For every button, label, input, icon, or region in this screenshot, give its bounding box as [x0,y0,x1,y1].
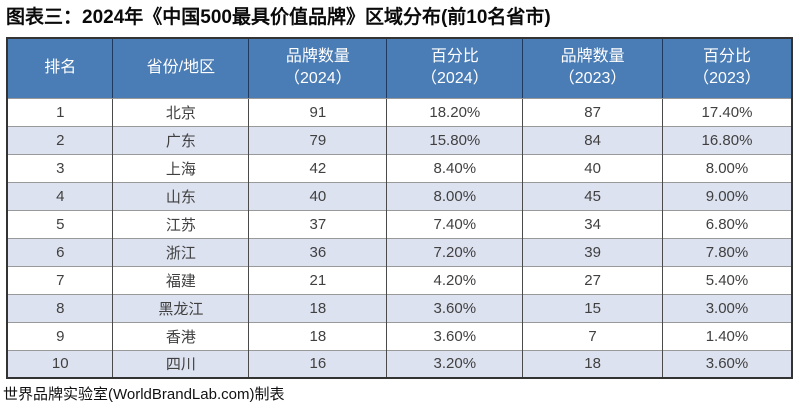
header-label: （2024） [284,70,352,88]
table-cell: 浙江 [112,237,249,266]
table-cell: 4 [7,181,113,210]
table-cell: 1 [7,98,113,126]
table-cell: 27 [522,265,663,294]
table-cell: 四川 [112,349,249,378]
table-cell: 香港 [112,321,249,350]
table-row: 9 香港 18 3.60% 7 1.40% [7,321,792,350]
table-cell: 18 [248,321,387,350]
table-cell: 江苏 [112,209,249,238]
table-cell: 15.80% [386,125,523,154]
table-cell: 福建 [112,265,249,294]
table-body: 1 北京 91 18.20% 87 17.40% 2 广东 79 15.80% 84 16.80% 3 上… [7,98,792,378]
table-cell: 山东 [112,181,249,210]
table-cell: 40 [248,181,387,210]
table-cell: 39 [522,237,663,266]
header-cell: 品牌数量 （2024） [248,38,387,99]
table-row: 3 上海 42 8.40% 40 8.00% [7,153,792,182]
table-cell: 7.40% [386,209,523,238]
header-cell: 排名 [7,38,113,99]
table-cell: 3.00% [661,293,792,322]
table-cell: 6 [7,237,113,266]
table-cell: 6.80% [661,209,792,238]
table-row: 8 黑龙江 18 3.60% 15 3.00% [7,293,792,322]
header-label: 品牌数量 [285,48,350,66]
table-cell: 8.40% [386,153,523,182]
table-cell: 3.60% [661,349,792,378]
table-cell: 7.20% [386,237,523,266]
header-label: 百分比 [702,48,751,66]
table-cell: 79 [248,125,387,154]
brand-rank-table: 排名 省份/地区 品牌数量 （2024） 百分比 （2024） 品牌数量 （2023） 百分比 （… [6,37,793,379]
table-cell: 2 [7,125,113,154]
table-cell: 21 [248,265,387,294]
header-cell: 品牌数量 （2023） [522,38,663,99]
header-cell: 百分比 （2023） [661,38,792,99]
table-cell: 4.20% [386,265,523,294]
table-cell: 42 [248,153,387,182]
table-cell: 黑龙江 [112,293,249,322]
header-label: 百分比 [430,48,479,66]
table-header: 排名 省份/地区 品牌数量 （2024） 百分比 （2024） 品牌数量 （2023） 百分比 （… [7,38,792,99]
table-cell: 5 [7,209,113,238]
table-cell: 34 [522,209,663,238]
table-row: 10 四川 16 3.20% 18 3.60% [7,349,792,378]
table-cell: 8 [7,293,113,322]
table-cell: 3.60% [386,321,523,350]
header-label: 排名 [44,59,77,77]
table-cell: 3.60% [386,293,523,322]
header-label: 品牌数量 [560,48,625,66]
table-cell: 16 [248,349,387,378]
table-cell: 9.00% [661,181,792,210]
header-cell: 省份/地区 [112,38,249,99]
table-cell: 45 [522,181,663,210]
table-cell: 3.20% [386,349,523,378]
table-cell: 10 [7,349,113,378]
table-cell: 上海 [112,153,249,182]
header-label: 省份/地区 [146,59,216,77]
header-cell: 百分比 （2024） [386,38,523,99]
source-note: 世界品牌实验室(WorldBrandLab.com)制表 [3,386,285,403]
table-cell: 17.40% [661,98,792,126]
table-cell: 18 [522,349,663,378]
table-cell: 84 [522,125,663,154]
table-cell: 7 [522,321,663,350]
table-cell: 40 [522,153,663,182]
header-row: 排名 省份/地区 品牌数量 （2024） 百分比 （2024） 品牌数量 （2023） 百分比 （… [7,38,792,99]
table-row: 1 北京 91 18.20% 87 17.40% [7,98,792,126]
table-cell: 广东 [112,125,249,154]
table-row: 5 江苏 37 7.40% 34 6.80% [7,209,792,238]
table-row: 4 山东 40 8.00% 45 9.00% [7,181,792,210]
table-cell: 36 [248,237,387,266]
table-row: 6 浙江 36 7.20% 39 7.80% [7,237,792,266]
table-cell: 3 [7,153,113,182]
table-cell: 8.00% [386,181,523,210]
table-cell: 9 [7,321,113,350]
table-cell: 91 [248,98,387,126]
table-row: 2 广东 79 15.80% 84 16.80% [7,125,792,154]
table-cell: 87 [522,98,663,126]
table-cell: 1.40% [661,321,792,350]
header-label: （2023） [558,70,627,88]
table-cell: 15 [522,293,663,322]
figure-title: 图表三：2024年《中国500最具价值品牌》区域分布(前10名省市) [6,7,551,28]
table-cell: 北京 [112,98,249,126]
table-cell: 8.00% [661,153,792,182]
table-cell: 16.80% [661,125,792,154]
header-label: （2024） [421,70,489,88]
table-cell: 7.80% [661,237,792,266]
table-row: 7 福建 21 4.20% 27 5.40% [7,265,792,294]
table-cell: 18 [248,293,387,322]
table-cell: 37 [248,209,387,238]
table-cell: 5.40% [661,265,792,294]
table-cell: 7 [7,265,113,294]
table-cell: 18.20% [386,98,523,126]
header-label: （2023） [693,70,761,88]
